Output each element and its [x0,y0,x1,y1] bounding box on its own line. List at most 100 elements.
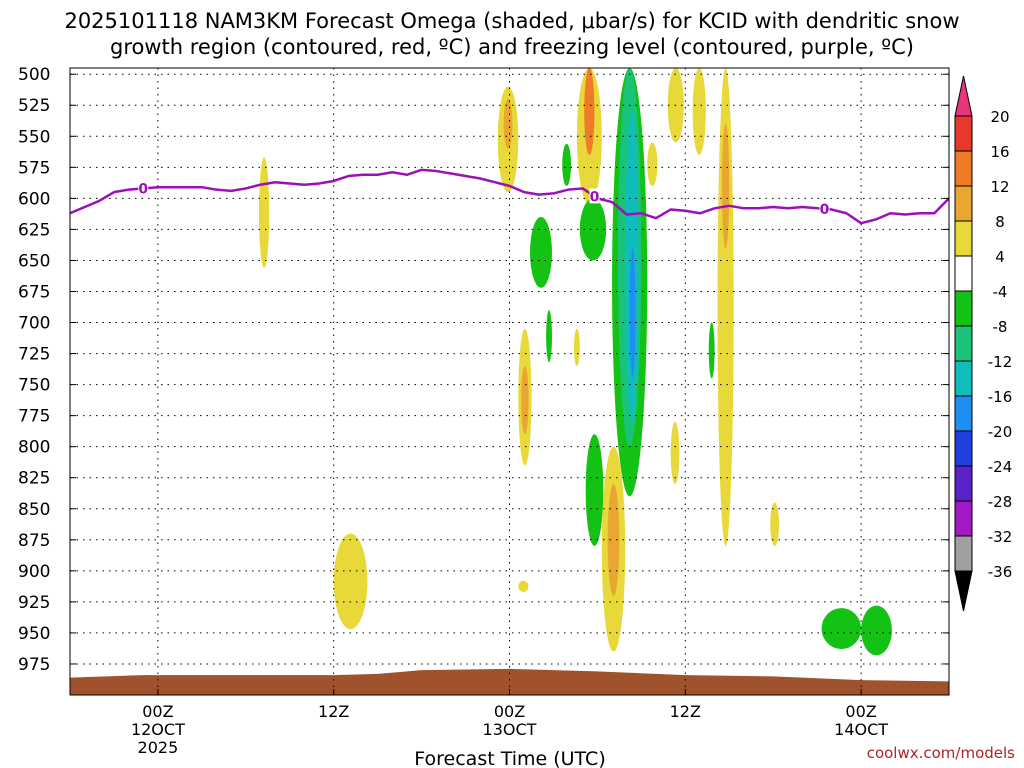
colorbar-bin-9 [954,395,973,432]
colorbar-label: -20 [988,423,1013,441]
ytick-label: 625 [18,220,50,240]
omega-region-22 [670,421,680,484]
ytick-label: 950 [18,624,50,644]
colorbar-label: -24 [988,458,1013,476]
colorbar-bin-3 [954,185,973,222]
colorbar-bin-5 [954,255,973,292]
chart-title: 2025101118 NAM3KM Forecast Omega (shaded… [64,9,959,59]
ytick-label: 725 [18,345,50,365]
terrain [70,668,949,695]
omega-region-2 [503,99,513,149]
colorbar-label: 20 [990,108,1009,126]
colorbar-label: -4 [993,283,1008,301]
ytick-label: 875 [18,531,50,551]
omega-region-18 [573,328,580,366]
xtick-label: 14OCT [834,720,888,739]
omega-region-17 [546,310,552,363]
omega-region-10 [562,143,572,186]
ytick-label: 700 [18,314,50,334]
freezing-level-line [70,168,949,225]
ytick-label: 500 [18,65,50,85]
xtick-label: 13OCT [483,720,537,739]
ytick-label: 775 [18,407,50,427]
colorbar-bin-12 [954,500,973,537]
colorbar-bin-6 [954,290,973,327]
omega-region-9 [647,142,658,186]
x-axis-label: Forecast Time (UTC) [414,748,605,768]
terrain-fill [70,668,949,695]
colorbar-bin-14 [954,570,973,612]
ytick-label: 575 [18,158,50,178]
freezing-level-label-2: 0 [820,202,830,218]
omega-region-21 [708,322,715,379]
omega-region-25 [607,483,620,596]
omega-region-15 [629,248,636,379]
colorbar-bin-2 [954,150,973,187]
title-line-1: 2025101118 NAM3KM Forecast Omega (shaded… [64,9,959,33]
colorbar-label: 12 [990,178,1009,196]
omega-region-7 [717,68,734,547]
colorbar-bin-8 [954,360,973,397]
ytick-label: 750 [18,376,50,396]
omega-region-28 [518,580,529,592]
title-line-2: growth region (contoured, red, ºC) and f… [110,35,914,59]
colorbar-label: -36 [988,563,1013,581]
omega-region-16 [579,198,607,261]
freezing-label-bg [589,188,600,204]
ytick-label: 550 [18,127,50,147]
freezing-label-bg [819,200,830,216]
colorbar-label: -8 [993,318,1008,336]
xtick-label: 12OCT [131,720,185,739]
colorbar-label: -28 [988,493,1013,511]
omega-region-26 [770,502,780,547]
xtick-label: 00Z [845,702,876,721]
freezing-level-contour: 0 0 0 [70,168,949,225]
xtick-label: 00Z [142,702,173,721]
colorbar-label: -32 [988,528,1013,546]
omega-region-8 [721,123,730,249]
omega-region-30 [861,605,892,656]
colorbar-label: 16 [990,143,1009,161]
xtick-label: 12Z [670,702,701,721]
omega-region-29 [821,608,862,650]
colorbar: 20 16 12 8 4 -4 -8 -12 -16 -20 -24 -28 -32 -36 [954,75,1013,612]
ytick-label: 925 [18,593,50,613]
colorbar-bin-4 [954,220,973,257]
ytick-label: 800 [18,438,50,458]
ytick-label: 675 [18,282,50,302]
ytick-label: 900 [18,562,50,582]
ytick-label: 975 [18,655,50,675]
omega-region-0 [258,157,270,268]
colorbar-label: -16 [988,388,1013,406]
freezing-level-label-1: 0 [590,189,600,205]
gridlines [70,68,949,695]
ytick-label: 825 [18,469,50,489]
ytick-label: 650 [18,251,50,271]
colorbar-label: 4 [995,248,1005,266]
colorbar-bin-13 [954,535,973,572]
xtick-label: 2025 [138,738,179,757]
xtick-label: 12Z [318,702,349,721]
colorbar-bin-1 [954,115,973,152]
omega-shading [258,68,892,656]
ytick-label: 850 [18,500,50,520]
colorbar-label: -12 [988,353,1013,371]
colorbar-label: 8 [995,213,1005,231]
colorbar-bin-11 [954,465,973,502]
ytick-label: 600 [18,189,50,209]
xtick-label: 00Z [494,702,525,721]
colorbar-bin-7 [954,325,973,362]
omega-region-20 [521,365,529,435]
freezing-label-bg [138,180,149,196]
omega-region-6 [692,68,706,155]
ytick-label: 525 [18,96,50,116]
freezing-level-label-0: 0 [138,181,148,197]
omega-region-27 [333,533,368,630]
y-axis: 500 525 550 575 600 625 650 675 700 725 750 775 800 8… [18,65,949,675]
omega-region-23 [585,434,604,547]
colorbar-bin-10 [954,430,973,467]
omega-region-4 [584,68,595,155]
watermark: coolwx.com/models [867,744,1015,762]
